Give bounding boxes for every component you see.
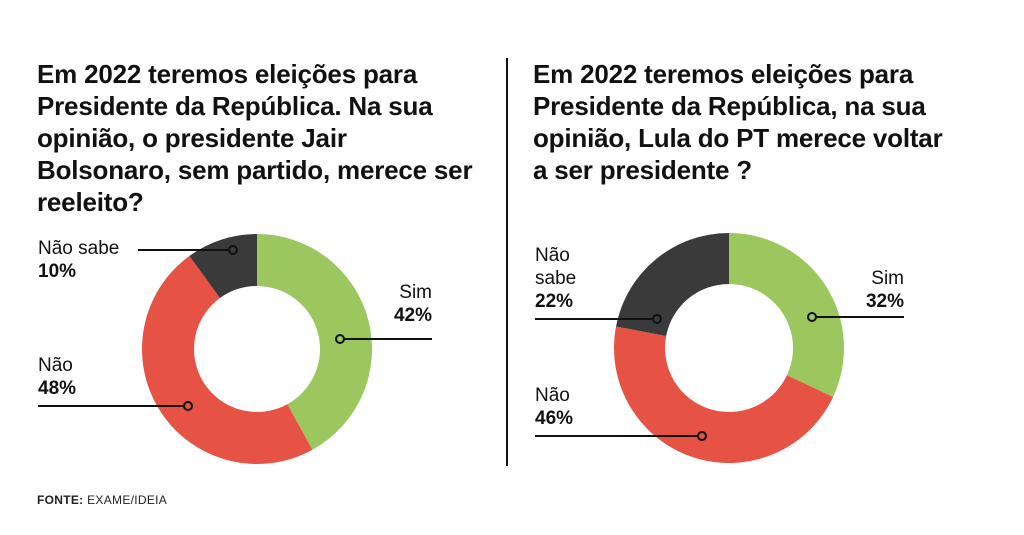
source-label: FONTE: (37, 493, 84, 507)
donut-slice-sim[interactable] (257, 234, 372, 450)
slice-label-nao-sabe-line1: Não (535, 245, 570, 266)
donut-slice-nao[interactable] (141, 255, 313, 465)
slice-label-sim: Sim (871, 268, 904, 289)
source-note: FONTE: EXAME/IDEIA (37, 493, 167, 507)
slice-value-nao: 48% (38, 378, 76, 399)
slice-label-nao: Não (38, 355, 73, 376)
slice-label-sim: Sim (399, 282, 432, 303)
leader-dot-nao (697, 431, 707, 441)
slice-value-nao: 46% (535, 408, 573, 429)
leader-dot-sim (335, 334, 345, 344)
slice-value-nao-sabe: 22% (535, 291, 573, 312)
donut-slice-sim[interactable] (729, 233, 844, 397)
donut-slice-nao-sabe[interactable] (616, 233, 729, 337)
leader-dot-nao (183, 401, 193, 411)
leader-dot-nao-sabe (228, 245, 238, 255)
slice-value-sim: 42% (394, 305, 432, 326)
source-value: EXAME/IDEIA (87, 493, 168, 507)
panel-divider (506, 58, 508, 466)
chart-title-lula: Em 2022 teremos eleições para Presidente… (533, 59, 943, 185)
slice-label-nao-sabe-line2: sabe (535, 268, 576, 289)
chart-title-bolsonaro: Em 2022 teremos eleições para Presidente… (37, 59, 473, 217)
slice-value-nao-sabe: 10% (38, 261, 76, 282)
slice-label-nao: Não (535, 385, 570, 406)
slice-label-nao-sabe: Não sabe (38, 238, 119, 259)
slice-value-sim: 32% (866, 291, 904, 312)
leader-dot-sim (807, 312, 817, 322)
donut-slice-nao[interactable] (614, 326, 834, 463)
leader-dot-nao-sabe (652, 314, 662, 324)
